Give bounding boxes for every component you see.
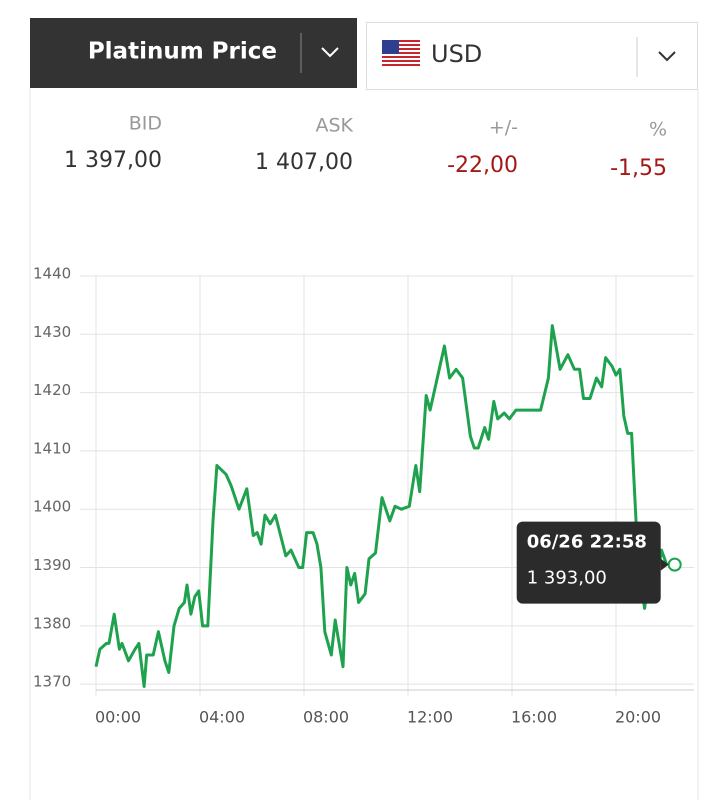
tooltip-price: 1 393,00 <box>527 568 607 589</box>
quote-label: +/- <box>489 117 518 139</box>
price-line <box>94 324 669 688</box>
x-tick-label: 00:00 <box>95 708 141 727</box>
y-tick-label: 1420 <box>33 381 71 399</box>
y-tick-label: 1370 <box>33 673 71 691</box>
y-tick-label: 1440 <box>33 265 71 283</box>
quote-value: 1 407,00 <box>255 150 353 175</box>
y-tick-label: 1380 <box>33 614 71 632</box>
tooltip: 06/26 22:58 1 393,00 <box>516 521 669 604</box>
hover-marker <box>667 557 682 572</box>
x-tick-label: 16:00 <box>511 708 557 727</box>
tooltip-pointer <box>660 558 669 571</box>
x-tick-label: 08:00 <box>303 708 349 727</box>
tooltip-box <box>516 521 661 604</box>
y-tick-label: 1400 <box>33 498 71 516</box>
y-tick-label: 1390 <box>33 556 71 574</box>
quote-value: -1,55 <box>610 156 667 181</box>
y-tick-label: 1430 <box>33 323 71 341</box>
quote-label: ASK <box>315 115 353 137</box>
tooltip-time: 06/26 22:58 <box>527 532 647 553</box>
y-tick-label: 1410 <box>33 439 71 457</box>
chevron <box>321 47 339 58</box>
quote-value: 1 397,00 <box>64 148 162 173</box>
title-dropdown[interactable] <box>30 18 357 88</box>
currency-dropdown[interactable] <box>366 22 698 90</box>
x-tick-label: 04:00 <box>199 708 245 727</box>
chevron <box>658 51 676 62</box>
currency: USD <box>431 40 482 68</box>
quote-label: BID <box>129 113 162 135</box>
quote-value: -22,00 <box>447 153 518 178</box>
x-tick-label: 12:00 <box>407 708 453 727</box>
quote-label: % <box>649 119 667 141</box>
us-flag <box>382 40 420 66</box>
chart: 1370 1380 1390 1400 1410 1420 1430 1440 00:00 04:… <box>33 265 694 727</box>
title: Platinum Price <box>88 39 277 65</box>
x-tick-label: 20:00 <box>615 708 661 727</box>
